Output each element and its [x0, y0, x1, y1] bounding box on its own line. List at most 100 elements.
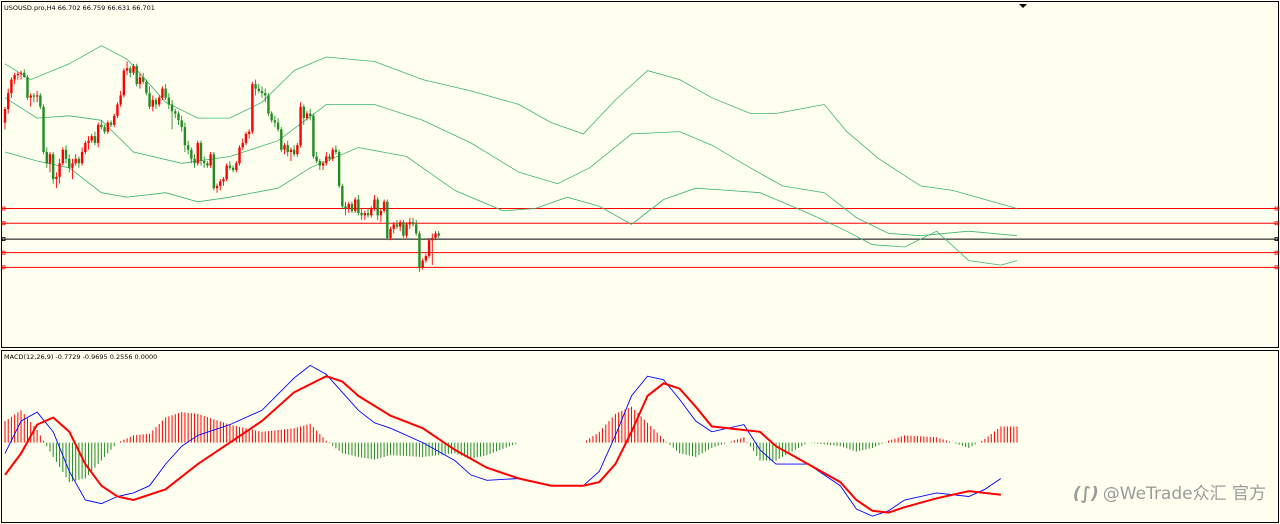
candle-body-61	[199, 142, 203, 162]
candle-body-86	[280, 129, 283, 150]
candle-body-95	[309, 113, 312, 116]
candlesticks	[3, 61, 440, 272]
candle-body-13	[45, 151, 48, 164]
candle-body-83	[270, 113, 273, 121]
candle-body-47	[154, 99, 158, 105]
candle-body-14	[48, 154, 52, 164]
candle-body-82	[267, 95, 270, 114]
candle-body-84	[273, 120, 277, 123]
candle-body-131	[424, 256, 428, 261]
candle-body-117	[379, 210, 383, 216]
candle-body-130	[421, 260, 424, 268]
macd-signal-line	[4, 375, 1002, 514]
candle-body-81	[264, 93, 267, 96]
candle-body-132	[427, 240, 431, 257]
candle-body-34	[113, 115, 116, 125]
candle-body-18	[61, 149, 65, 164]
candle-body-11	[39, 95, 42, 107]
candle-body-105	[341, 185, 344, 207]
candle-body-113	[366, 213, 370, 216]
candle-body-118	[382, 201, 386, 211]
candle-body-57	[186, 145, 190, 150]
candle-body-58	[190, 149, 193, 159]
candle-body-10	[35, 95, 39, 97]
candle-body-9	[32, 95, 36, 97]
candle-body-107	[347, 204, 350, 209]
candle-body-74	[241, 142, 244, 148]
candle-body-2	[10, 79, 13, 94]
candle-body-29	[96, 124, 100, 143]
price-panel-frame	[1, 1, 1279, 348]
candle-body-64	[209, 154, 212, 166]
candle-body-119	[386, 201, 389, 238]
candle-body-67	[219, 181, 222, 186]
candle-body-79	[257, 88, 261, 91]
candle-body-55	[180, 120, 183, 128]
horizontal-levels[interactable]	[1, 206, 1279, 270]
candle-body-96	[312, 115, 315, 157]
candle-body-51	[167, 97, 171, 105]
bollinger-mid-band	[4, 97, 1018, 237]
candle-body-43	[141, 77, 145, 82]
candle-body-89	[289, 149, 293, 152]
candle-body-93	[302, 106, 305, 119]
candle-body-103	[334, 149, 338, 152]
chart-shift-marker-icon[interactable]	[1019, 4, 1027, 8]
candle-body-24	[80, 151, 84, 164]
candle-body-135	[437, 233, 440, 236]
macd-line	[4, 364, 1002, 517]
candle-body-129	[418, 233, 421, 268]
candle-body-12	[42, 106, 45, 152]
candle-body-122	[395, 224, 399, 227]
candle-body-133	[431, 237, 434, 241]
candle-body-116	[376, 199, 379, 216]
price-chart-title: USOUSD.pro,H4 66.702 66.759 66.631 66.70…	[4, 4, 155, 12]
wechat-logo-icon: (∫)	[1072, 484, 1099, 504]
candle-body-109	[353, 199, 357, 211]
candle-body-44	[145, 81, 148, 94]
candle-body-16	[55, 176, 58, 180]
candle-body-124	[402, 222, 405, 236]
candle-body-7	[26, 77, 29, 98]
macd-panel-frame	[1, 350, 1279, 523]
level-handle-left-0	[1, 206, 6, 211]
bollinger-lower-band	[4, 147, 1018, 266]
candle-body-104	[337, 151, 341, 186]
candle-body-127	[411, 222, 415, 225]
candle-body-91	[296, 145, 299, 155]
candle-body-87	[283, 145, 286, 150]
candle-body-77	[251, 84, 254, 132]
candle-body-115	[373, 199, 376, 209]
candle-body-92	[299, 106, 302, 146]
candle-body-31	[103, 127, 106, 132]
level-handle-right-2	[1274, 237, 1279, 241]
level-handle-right-1	[1274, 221, 1279, 226]
candle-body-49	[161, 88, 164, 98]
candle-body-42	[138, 77, 142, 85]
candle-body-121	[392, 224, 395, 229]
candle-body-78	[254, 84, 257, 89]
candle-body-40	[132, 66, 135, 73]
candle-body-73	[238, 147, 241, 164]
macd-indicator	[4, 364, 1018, 517]
candle-body-4	[16, 73, 20, 76]
candle-body-125	[405, 224, 408, 236]
macd-title: MACD(12,26,9) -0.7729 -0.9695 0.2556 0.0…	[4, 353, 157, 361]
candle-body-23	[77, 158, 81, 164]
level-handle-right-3	[1274, 250, 1279, 255]
candle-body-56	[183, 127, 187, 146]
candle-body-60	[196, 142, 199, 164]
candle-body-76	[247, 131, 251, 134]
candle-body-32	[106, 122, 110, 132]
watermark: (∫) @WeTrade众汇 官方	[1073, 479, 1266, 504]
candle-body-72	[235, 163, 238, 171]
candle-body-21	[71, 163, 74, 168]
candle-body-99	[321, 163, 325, 166]
candle-body-69	[225, 165, 228, 180]
candle-body-6	[23, 72, 26, 78]
candle-body-75	[244, 133, 248, 143]
candle-body-106	[344, 206, 347, 209]
candle-body-120	[389, 228, 392, 238]
candle-body-38	[125, 68, 129, 71]
